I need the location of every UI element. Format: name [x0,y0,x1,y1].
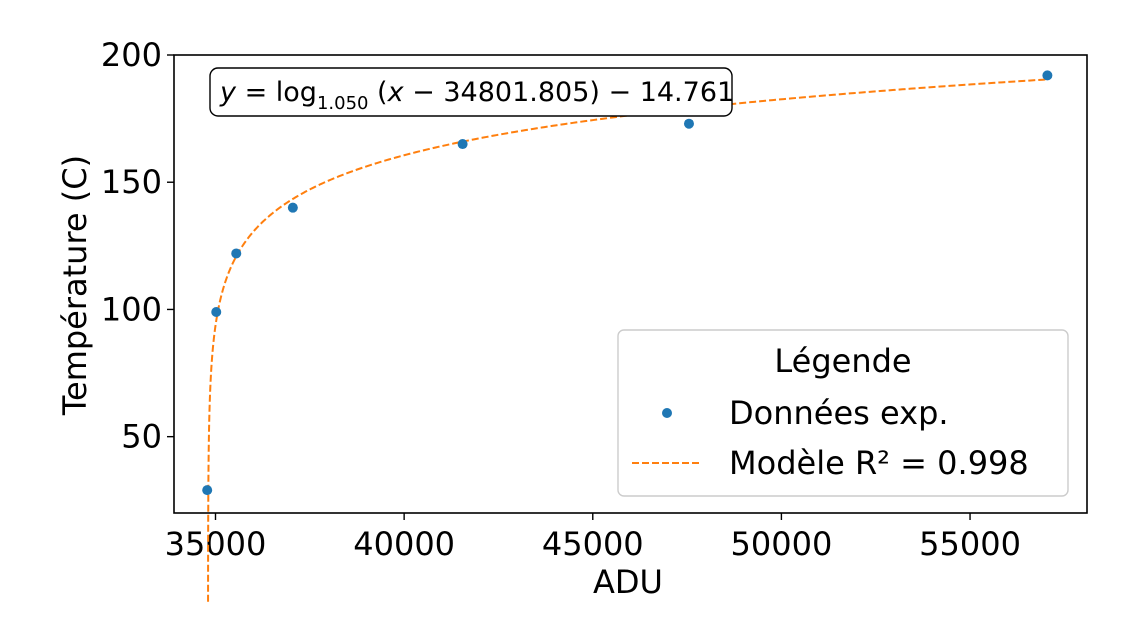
y-tick-label: 50 [121,418,162,456]
equation-x: x [387,77,405,108]
equation-open: ( [368,77,387,108]
x-tick-label: 50000 [731,525,833,563]
y-tick-label: 100 [101,290,162,328]
legend-entry-data: Données exp. [729,394,949,432]
y-axis-ticks: 50 100 150 200 [101,36,174,456]
legend-marker-data [662,408,672,418]
equation-y: y [219,77,237,108]
data-point [457,139,468,150]
data-point [1042,70,1053,81]
x-axis-label: ADU [593,563,663,601]
data-point [683,118,694,129]
data-point [202,485,213,496]
y-tick-label: 150 [101,163,162,201]
data-point [287,202,298,213]
y-tick-label: 200 [101,36,162,74]
x-axis-ticks: 35000 40000 45000 50000 55000 [165,513,1021,563]
legend-entry-model: Modèle R² = 0.998 [729,444,1029,482]
data-point [211,306,222,317]
equation-annotation: y = log1.050 (x − 34801.805) − 14.761 [209,67,734,117]
equation-text: y = log1.050 (x − 34801.805) − 14.761 [219,77,734,114]
x-tick-label: 35000 [165,525,267,563]
legend-title: Légende [774,342,911,380]
x-tick-label: 55000 [919,525,1021,563]
y-axis-label: Température (C) [56,155,94,416]
model-curve [207,78,1048,602]
equation-rest: − 34801.805) − 14.761 [404,77,735,108]
x-tick-label: 45000 [542,525,644,563]
data-points [202,70,1053,496]
x-tick-label: 40000 [353,525,455,563]
data-point [231,248,242,259]
equation-base: 1.050 [317,93,369,114]
legend: Légende Données exp. Modèle R² = 0.998 [617,329,1069,497]
equation-log: = log [236,77,317,108]
